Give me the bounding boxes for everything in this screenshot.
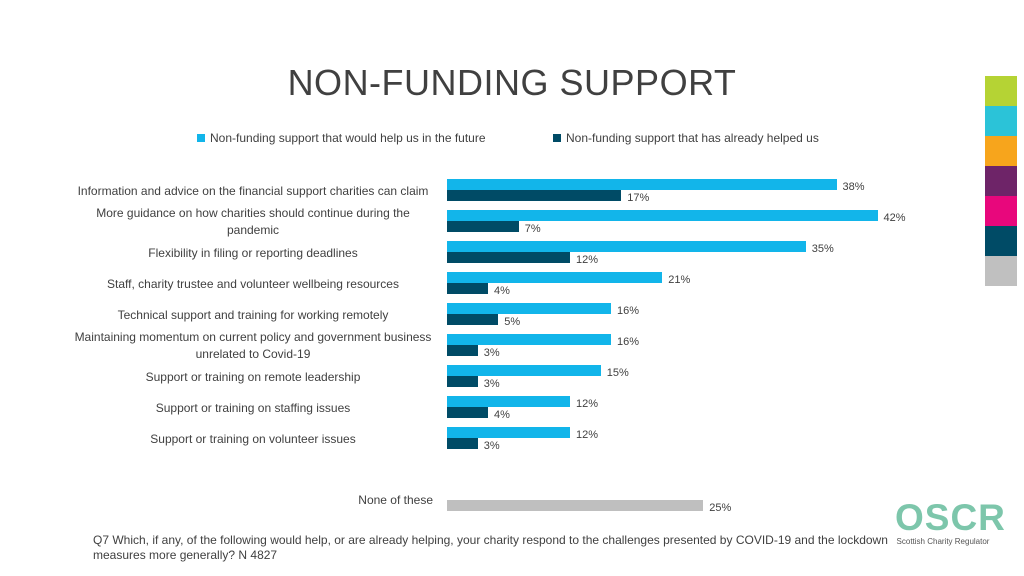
already-bar-7	[447, 407, 488, 418]
already-value-label-1: 7%	[524, 223, 541, 235]
color-stripe-6	[985, 256, 1017, 286]
category-label-1: More guidance on how charities should co…	[96, 206, 410, 237]
future-value-label-3: 21%	[668, 274, 691, 286]
color-stripe-1	[985, 106, 1017, 136]
future-bar-8	[447, 427, 570, 438]
category-label-6: Support or training on remote leadership	[145, 369, 361, 384]
already-bar-4	[447, 314, 499, 325]
future-value-label-8: 12%	[576, 429, 599, 441]
already-bar-2	[447, 252, 570, 263]
category-label-none: None of these	[358, 493, 433, 507]
future-value-label-4: 16%	[617, 305, 640, 317]
logo-subtitle: Scottish Charity Regulator	[896, 537, 990, 546]
already-bar-0	[447, 190, 622, 201]
future-value-label-5: 16%	[617, 336, 640, 348]
category-label-3: Staff, charity trustee and volunteer wel…	[107, 276, 399, 291]
already-bar-6	[447, 376, 478, 387]
future-bar-2	[447, 241, 806, 252]
future-bar-4	[447, 303, 611, 314]
future-bar-1	[447, 210, 878, 221]
color-stripe-3	[985, 166, 1017, 196]
already-value-label-3: 4%	[494, 285, 510, 297]
future-value-label-6: 15%	[606, 367, 629, 379]
legend-item-already: Non-funding support that has already hel…	[553, 131, 819, 145]
future-value-label-7: 12%	[576, 398, 599, 410]
already-value-label-4: 5%	[504, 316, 521, 328]
footnote: Q7 Which, if any, of the following would…	[93, 533, 888, 562]
future-value-label-0: 38%	[842, 181, 865, 193]
legend-label-future: Non-funding support that would help us i…	[210, 131, 486, 145]
legend-label-already: Non-funding support that has already hel…	[566, 131, 819, 145]
category-label-8: Support or training on volunteer issues	[150, 431, 356, 446]
legend-swatch-future	[197, 134, 205, 142]
logo-text: OSCR	[895, 497, 1006, 538]
already-value-label-6: 3%	[483, 378, 500, 390]
future-value-label-2: 35%	[811, 243, 834, 255]
already-bar-3	[447, 283, 488, 294]
future-bar-7	[447, 396, 570, 407]
already-bar-1	[447, 221, 519, 232]
already-value-label-0: 17%	[627, 192, 650, 204]
chart-title: NON-FUNDING SUPPORT	[287, 62, 737, 103]
color-stripe-2	[985, 136, 1017, 166]
future-value-label-1: 42%	[883, 212, 906, 224]
already-bar-5	[447, 345, 478, 356]
category-label-0: Information and advice on the financial …	[77, 183, 429, 198]
color-stripe-0	[985, 76, 1017, 106]
none-bar	[447, 500, 704, 511]
category-label-5: Maintaining momentum on current policy a…	[74, 330, 432, 361]
future-bar-0	[447, 179, 837, 190]
chart-legend: Non-funding support that would help us i…	[0, 131, 1024, 147]
future-bar-3	[447, 272, 663, 283]
future-bar-5	[447, 334, 611, 345]
category-label-7: Support or training on staffing issues	[155, 400, 351, 415]
legend-swatch-already	[553, 134, 561, 142]
category-label-4: Technical support and training for worki…	[117, 307, 389, 322]
already-bar-8	[447, 438, 478, 449]
category-label-2: Flexibility in filing or reporting deadl…	[148, 245, 358, 260]
already-value-label-7: 4%	[494, 409, 510, 421]
color-stripe-5	[985, 226, 1017, 256]
future-bar-6	[447, 365, 601, 376]
already-value-label-5: 3%	[483, 347, 500, 359]
legend-item-future: Non-funding support that would help us i…	[197, 131, 486, 145]
already-value-label-8: 3%	[483, 440, 500, 452]
color-stripe-4	[985, 196, 1017, 226]
already-value-label-2: 12%	[576, 254, 599, 266]
none-value-label: 25%	[709, 502, 732, 514]
oscr-logo: OSCR Scottish Charity Regulator	[895, 497, 1006, 546]
